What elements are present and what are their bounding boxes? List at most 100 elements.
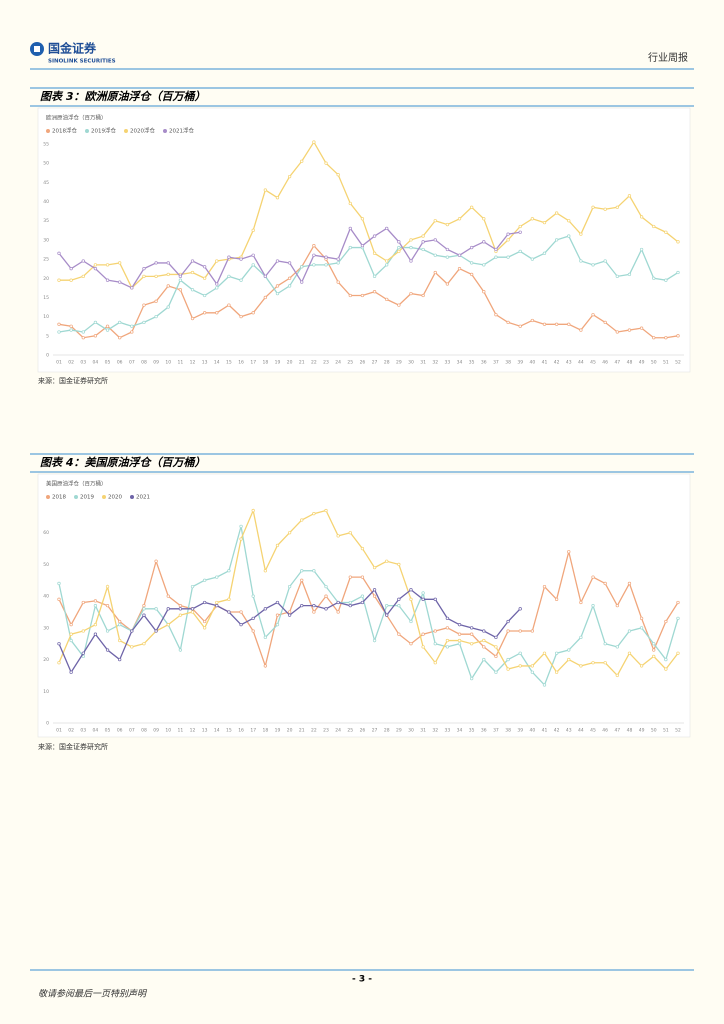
point	[494, 654, 498, 659]
point	[118, 623, 122, 627]
y-tick-label: 0	[46, 353, 49, 359]
x-tick-label: 42	[554, 360, 560, 366]
x-tick-label: 15	[226, 728, 232, 734]
x-tick-label: 07	[129, 728, 135, 734]
point	[676, 334, 680, 338]
x-tick-label: 39	[517, 728, 523, 734]
point	[372, 274, 377, 279]
y-tick-label: 20	[43, 276, 49, 282]
point	[542, 584, 547, 589]
point	[542, 651, 547, 655]
x-tick-label: 24	[335, 728, 341, 734]
point	[324, 263, 328, 267]
x-tick-label: 20	[287, 360, 293, 366]
point	[639, 215, 644, 219]
point	[518, 324, 522, 328]
point	[142, 642, 146, 646]
point	[360, 293, 365, 298]
point	[676, 600, 680, 605]
point	[81, 600, 85, 605]
x-tick-label: 12	[190, 728, 196, 734]
point	[433, 597, 437, 601]
point	[69, 632, 73, 636]
x-tick-label: 23	[323, 728, 329, 734]
point	[227, 274, 231, 279]
point	[494, 247, 498, 252]
point	[202, 265, 207, 269]
point	[482, 657, 486, 662]
point	[348, 531, 352, 535]
point	[639, 247, 644, 252]
point	[190, 607, 195, 611]
y-tick-label: 50	[43, 562, 49, 568]
point	[118, 261, 122, 265]
x-tick-label: 33	[445, 728, 451, 734]
point	[397, 245, 401, 250]
point	[603, 259, 607, 263]
point	[494, 670, 498, 674]
point	[676, 240, 680, 244]
point	[482, 638, 486, 643]
point	[445, 282, 450, 286]
point	[348, 226, 352, 231]
point	[457, 623, 462, 627]
point	[652, 276, 656, 280]
point	[300, 569, 304, 573]
point	[287, 531, 292, 535]
point	[591, 575, 595, 579]
x-tick-label: 36	[481, 360, 487, 366]
point	[457, 253, 462, 257]
point	[397, 632, 401, 636]
point	[57, 597, 61, 601]
point	[57, 330, 61, 334]
point	[615, 645, 619, 649]
point	[482, 240, 486, 244]
y-tick-label: 5	[46, 333, 49, 339]
point	[421, 240, 425, 244]
x-tick-label: 08	[141, 728, 147, 734]
point	[482, 629, 486, 633]
point	[530, 670, 535, 674]
point	[166, 284, 170, 288]
point	[579, 600, 583, 605]
point	[57, 322, 61, 326]
point	[348, 201, 352, 206]
point	[166, 272, 170, 277]
chart-box	[37, 107, 691, 373]
point	[275, 196, 280, 200]
x-tick-label: 50	[651, 728, 657, 734]
point	[336, 610, 340, 614]
point	[470, 626, 474, 630]
point	[445, 645, 450, 649]
point	[445, 222, 450, 227]
point	[591, 313, 595, 317]
point	[494, 645, 498, 649]
series-line	[58, 508, 679, 677]
point	[445, 626, 450, 630]
x-tick-label: 43	[566, 728, 572, 734]
x-tick-label: 31	[420, 360, 426, 366]
x-tick-label: 51	[663, 360, 669, 366]
point	[300, 578, 304, 582]
point	[312, 263, 316, 267]
point	[336, 534, 340, 538]
point	[166, 607, 170, 611]
point	[591, 205, 595, 209]
point	[190, 316, 195, 321]
point	[579, 232, 583, 236]
x-tick-label: 01	[56, 728, 62, 734]
point	[639, 626, 644, 630]
point	[287, 613, 292, 617]
point	[287, 584, 292, 589]
y-tick-label: 55	[43, 142, 49, 148]
x-tick-label: 12	[190, 360, 196, 366]
point	[251, 311, 255, 315]
x-tick-label: 21	[299, 360, 305, 366]
point	[554, 651, 559, 655]
x-tick-label: 33	[445, 360, 451, 366]
point	[433, 629, 437, 633]
point	[360, 217, 365, 221]
point	[603, 207, 607, 211]
point	[567, 550, 571, 554]
point	[324, 161, 328, 165]
